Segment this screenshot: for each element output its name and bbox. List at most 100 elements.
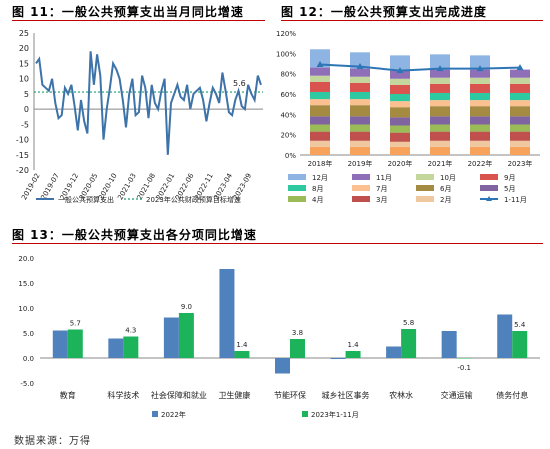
fig12-y-tick-label: 80% [280, 71, 296, 79]
fig12-legend-label: 4月 [312, 196, 323, 204]
fig11-title: 图 11：一般公共预算支出当月同比增速 [12, 5, 244, 19]
fig12-legend-swatch [416, 174, 434, 180]
fig12-bar-segment [430, 69, 450, 78]
fig13-y-tick-label: 15.0 [18, 280, 34, 288]
fig12-bar-segment [470, 131, 490, 141]
fig12-line-marker [396, 67, 404, 74]
fig12-bar-segment [350, 105, 370, 117]
fig13-bar [386, 346, 402, 358]
fig13-bar [163, 317, 179, 358]
fig12-bar-segment [470, 140, 490, 147]
fig12-bar-segment [510, 106, 530, 117]
fig13-bar [512, 331, 528, 358]
fig12-bar-segment [430, 92, 450, 101]
fig12-bar-segment [430, 77, 450, 84]
fig13-x-tick-label: 债务付息 [496, 390, 528, 400]
fig12-bar-segment [510, 140, 530, 147]
fig12-x-tick-label: 2020年 [388, 159, 413, 168]
fig12-x-tick-label: 2021年 [428, 159, 453, 168]
fig12-bar-segment [310, 146, 330, 155]
fig12-x-tick-label: 2022年 [468, 159, 493, 168]
fig11-y-tick-label: 15 [19, 59, 29, 68]
fig13-data-label: 5.8 [403, 319, 414, 327]
fig12-bar-segment [510, 131, 530, 141]
fig12-bar-segment [310, 124, 330, 132]
fig12-bar-segment [430, 124, 450, 132]
fig13-data-label: 3.8 [292, 329, 303, 337]
fig12-legend-label: 10月 [440, 174, 456, 182]
fig13-data-label: -0.1 [457, 364, 471, 372]
fig13-y-tick-label: 0.0 [23, 355, 34, 363]
fig12-bar-segment [350, 124, 370, 132]
fig12-bar-segment [510, 69, 530, 78]
fig13-bar [441, 331, 457, 358]
fig12-bar-segment [310, 140, 330, 147]
fig12-bar-segment [430, 54, 450, 70]
fig12-y-tick-label: 0% [285, 152, 296, 160]
fig12-legend-label: 8月 [312, 185, 323, 193]
fig11-y-tick-label: -15 [16, 151, 29, 160]
fig12-bar-segment [390, 94, 410, 102]
fig12-y-tick-label: 40% [280, 111, 296, 119]
fig13-legend-label-1: 2022年 [161, 410, 186, 419]
fig12-legend-swatch [288, 185, 306, 191]
fig13-bar [345, 351, 361, 358]
fig13-data-label: 5.4 [514, 321, 526, 329]
fig12-legend-swatch [480, 174, 498, 180]
fig12-bar-segment [350, 76, 370, 83]
fig12-y-tick-label: 60% [280, 91, 296, 99]
fig12-line-marker [516, 64, 524, 71]
fig12-bar-segment [350, 146, 370, 155]
fig12-bar-segment [310, 81, 330, 92]
fig12-y-tick-label: 20% [280, 132, 296, 140]
fig12-bar-segment [470, 106, 490, 117]
fig12-legend-swatch [288, 174, 306, 180]
fig13-bar [123, 336, 139, 358]
fig12-bar-segment [470, 92, 490, 101]
fig13-bar [52, 330, 68, 358]
fig13-bar [330, 358, 346, 359]
fig12-progress-line [319, 63, 521, 72]
fig12-bar-segment [470, 77, 490, 84]
fig12-bar-segment [510, 92, 530, 101]
fig12-x-tick-label: 2018年 [308, 159, 333, 168]
fig12-bar-segment [350, 91, 370, 100]
fig11-y-tick-label: 0 [24, 105, 29, 114]
fig12-legend-label: 11月 [376, 174, 392, 182]
fig12-bar-segment [350, 99, 370, 106]
fig12-bar-segment [390, 141, 410, 147]
fig12-bar-segment [390, 70, 410, 79]
fig11-y-tick-label: -5 [21, 120, 29, 129]
fig12-bar-segment [430, 116, 450, 125]
fig12-legend-swatch [480, 185, 498, 191]
fig12-bar-segment [470, 100, 490, 107]
fig11-y-tick-label: -10 [16, 136, 29, 145]
fig12-bar-segment [390, 146, 410, 155]
fig13-title-rule [12, 243, 543, 244]
fig13-bar [456, 358, 472, 359]
fig12-bar-segment [510, 77, 530, 84]
fig13-bar [67, 329, 83, 358]
fig12-bar-segment [390, 55, 410, 71]
fig12-bar-segment [350, 82, 370, 92]
fig12-legend-label: 7月 [376, 185, 387, 193]
fig12-bar-segment [350, 131, 370, 141]
fig13-legend-swatch-1 [152, 411, 158, 417]
fig12-bar-segment [390, 117, 410, 126]
fig13-x-tick-label: 交通运输 [441, 390, 473, 400]
fig13-bar [108, 338, 124, 358]
fig12-bar-segment [310, 91, 330, 100]
fig12-line-marker [356, 63, 364, 70]
fig13-bar [275, 358, 290, 374]
fig12-bar-segment [350, 140, 370, 147]
fig13-data-label: 1.4 [347, 341, 359, 349]
fig13-bar [401, 329, 417, 358]
fig12-bar-segment [390, 125, 410, 133]
fig12-bar-segment [470, 116, 490, 125]
fig12-bar-segment [430, 131, 450, 141]
fig13-legend-swatch-2 [302, 411, 308, 417]
fig12-bar-segment [430, 100, 450, 107]
fig12-bar-segment [310, 99, 330, 106]
